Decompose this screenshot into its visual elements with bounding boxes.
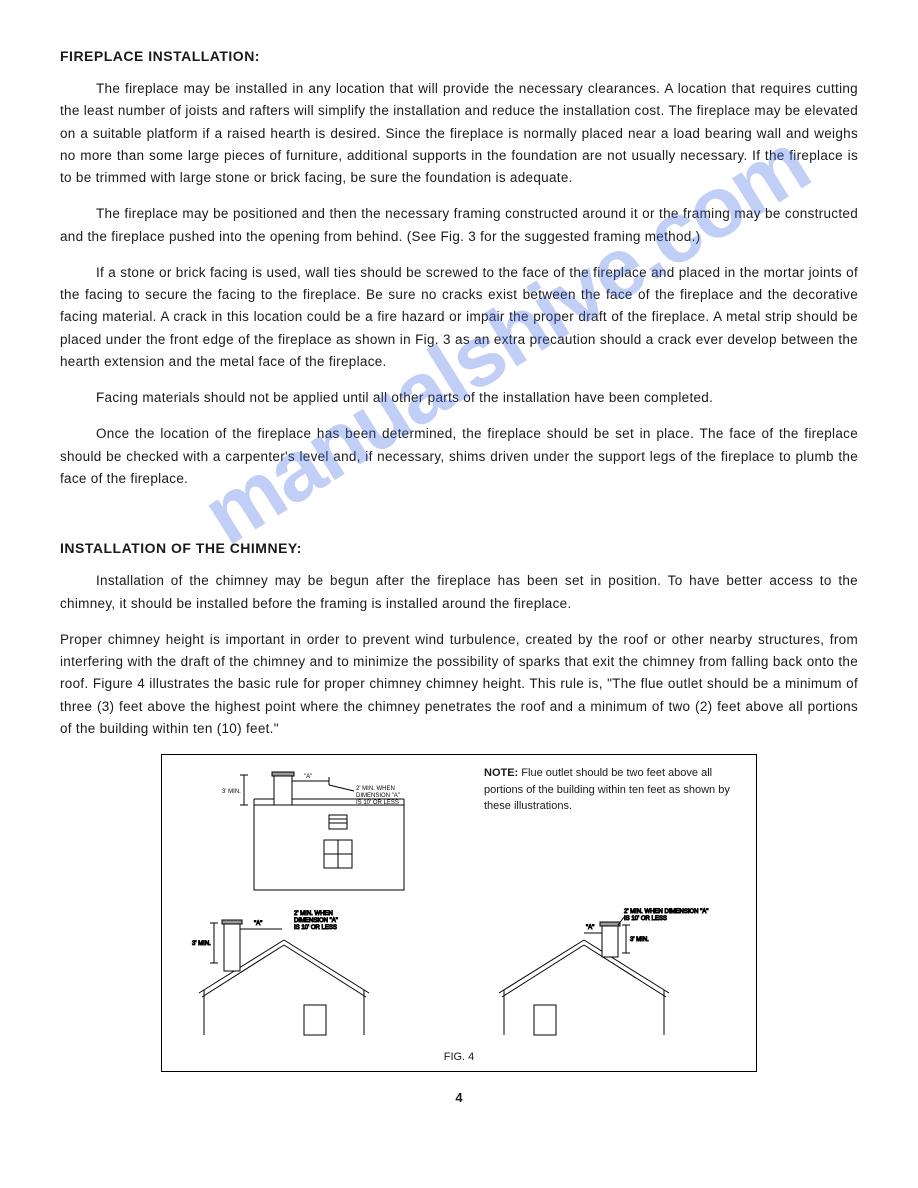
svg-text:2' MIN. WHEN: 2' MIN. WHEN: [294, 911, 333, 917]
section2-p1: Installation of the chimney may be begun…: [60, 570, 858, 615]
svg-text:DIMENSION "A": DIMENSION "A": [294, 918, 338, 924]
figure-flat-roof-illustration: "A" 3' MIN. 2' MIN. WHEN DIMENSION "A" I…: [174, 765, 464, 895]
svg-text:3' MIN.: 3' MIN.: [630, 937, 649, 943]
figure-4-container: "A" 3' MIN. 2' MIN. WHEN DIMENSION "A" I…: [161, 754, 757, 1072]
section1-heading: FIREPLACE INSTALLATION:: [60, 48, 858, 64]
section1-p4: Facing materials should not be applied u…: [60, 387, 858, 409]
section1-p5: Once the location of the fireplace has b…: [60, 423, 858, 490]
svg-text:IS 10' OR LESS: IS 10' OR LESS: [294, 925, 337, 931]
section2-p2: Proper chimney height is important in or…: [60, 629, 858, 740]
svg-text:"A": "A": [254, 921, 262, 927]
figure-note-label: NOTE:: [484, 767, 518, 779]
section1-p1: The fireplace may be installed in any lo…: [60, 78, 858, 189]
section2-heading: INSTALLATION OF THE CHIMNEY:: [60, 540, 858, 556]
fig-label-dim-a-1: "A": [304, 774, 312, 780]
figure-caption: FIG. 4: [174, 1051, 744, 1063]
svg-text:3' MIN.: 3' MIN.: [192, 941, 211, 947]
fig-label-2min-1c: IS 10' OR LESS: [356, 800, 399, 806]
figure-note-text: Flue outlet should be two feet above all…: [484, 767, 730, 812]
svg-text:IS 10' OR LESS: IS 10' OR LESS: [624, 916, 667, 922]
fig-label-2min-1: 2' MIN. WHEN: [356, 786, 395, 792]
fig-label-2min-1b: DIMENSION "A": [356, 793, 400, 799]
section1-p3: If a stone or brick facing is used, wall…: [60, 262, 858, 373]
figure-pitched-roof-illustrations: "A" 3' MIN. 2' MIN. WHEN DIMENSION "A" I…: [174, 895, 744, 1045]
svg-text:2' MIN. WHEN DIMENSION "A": 2' MIN. WHEN DIMENSION "A": [624, 909, 708, 915]
page-number: 4: [60, 1090, 858, 1105]
fig-label-3min-1: 3' MIN.: [222, 789, 241, 795]
svg-text:"A": "A": [586, 925, 594, 931]
section1-p2: The fireplace may be positioned and then…: [60, 203, 858, 248]
